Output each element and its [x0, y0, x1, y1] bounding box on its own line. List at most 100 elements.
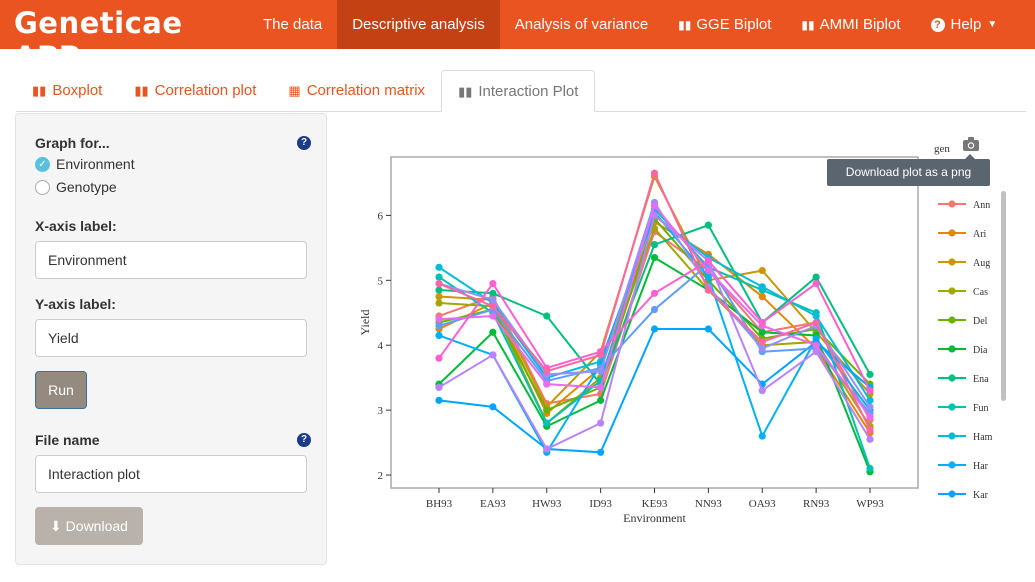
download-tooltip: Download plot as a png	[827, 154, 990, 186]
legend-label: Ari	[973, 229, 987, 240]
data-point	[597, 419, 605, 427]
legend-scrollbar[interactable]	[1001, 191, 1006, 401]
question-circle-icon[interactable]: ?	[297, 433, 311, 447]
data-point	[704, 286, 712, 294]
data-point	[597, 396, 605, 404]
y-axis-input[interactable]: Yield	[35, 319, 307, 357]
data-point	[597, 367, 605, 375]
data-point	[489, 289, 497, 297]
table-icon: ▦	[288, 83, 301, 98]
data-point	[489, 351, 497, 359]
nav-help[interactable]: ? Help ▼	[916, 0, 1013, 49]
data-point	[597, 383, 605, 392]
data-point	[866, 435, 874, 443]
radio-genotype-label: Genotype	[56, 179, 117, 195]
x-axis-title: Environment	[623, 511, 686, 525]
file-name-input[interactable]: Interaction plot	[35, 455, 307, 493]
data-point	[866, 413, 874, 421]
camera-icon[interactable]	[962, 136, 980, 152]
data-point	[704, 273, 712, 281]
legend-label: Har	[973, 461, 989, 472]
radio-environment[interactable]: ✓ Environment	[35, 156, 135, 172]
legend-marker	[948, 316, 956, 324]
radio-genotype[interactable]: Genotype	[35, 179, 117, 195]
radio-environment-label: Environment	[56, 156, 135, 172]
legend-marker	[948, 374, 956, 382]
legend-label: Cas	[973, 287, 988, 298]
legend-label: Dia	[973, 345, 988, 356]
data-point	[812, 279, 820, 288]
y-tick-label: 4	[378, 340, 384, 352]
tab-correlation-plot[interactable]: ▮▮ Correlation plot	[118, 70, 272, 111]
nav-gge-biplot-label: GGE Biplot	[696, 16, 772, 33]
legend-label: Ena	[973, 374, 989, 385]
legend-label: Fun	[973, 403, 989, 414]
data-point	[812, 318, 820, 327]
tab-correlation-matrix-label: Correlation matrix	[306, 82, 426, 99]
tab-interaction-plot[interactable]: ▮▮ Interaction Plot	[441, 70, 596, 112]
question-circle-icon: ?	[930, 17, 945, 32]
y-axis-label: Y-axis label:	[35, 296, 116, 312]
data-point	[758, 292, 766, 301]
legend-label: Ann	[973, 200, 990, 211]
data-point	[489, 279, 497, 288]
data-point	[812, 273, 820, 281]
data-point	[543, 312, 551, 320]
data-point	[866, 387, 874, 395]
data-point	[812, 341, 820, 349]
x-tick-label: BH93	[426, 498, 453, 510]
data-point	[435, 315, 443, 323]
data-point	[435, 292, 443, 301]
bar-chart-icon: ▮▮	[678, 17, 692, 32]
data-point	[758, 432, 766, 440]
tab-correlation-plot-label: Correlation plot	[154, 82, 257, 99]
data-point	[866, 425, 874, 434]
nav-the-data[interactable]: The data	[263, 16, 323, 33]
legend-marker	[948, 461, 956, 469]
data-point	[543, 445, 551, 453]
bar-chart-icon: ▮▮	[32, 83, 47, 98]
data-point	[435, 354, 443, 362]
data-point	[543, 406, 551, 414]
data-point	[489, 302, 497, 310]
data-point	[650, 169, 659, 177]
data-point	[435, 273, 443, 281]
data-point	[812, 312, 820, 320]
tab-correlation-matrix[interactable]: ▦ Correlation matrix	[272, 70, 441, 111]
nav-ammi-biplot[interactable]: ▮▮ AMMI Biplot	[786, 0, 915, 49]
data-point	[489, 403, 497, 411]
nav-analysis-of-variance[interactable]: Analysis of variance	[514, 16, 649, 33]
data-point	[435, 396, 443, 404]
data-point	[650, 253, 659, 262]
y-tick-label: 6	[378, 210, 384, 222]
y-axis-title: Yield	[358, 310, 372, 336]
x-axis-input[interactable]: Environment	[35, 241, 307, 279]
x-tick-label: RN93	[803, 498, 830, 510]
legend-marker	[948, 490, 956, 498]
legend-marker	[948, 287, 956, 295]
data-point	[758, 344, 766, 353]
data-point	[758, 283, 766, 291]
interaction-plot-svg: 2 3 4 5 6 BH93 EA93 HW93 ID93 KE93 NN93 OA93 RN93 WP9…	[358, 143, 1006, 525]
x-tick-label: ID93	[589, 498, 612, 510]
data-point	[597, 448, 605, 456]
download-button[interactable]: ⬇ Download	[35, 507, 143, 545]
data-point	[435, 286, 443, 294]
x-tick-label: NN93	[695, 498, 722, 510]
data-point	[650, 202, 659, 210]
question-circle-icon[interactable]: ?	[297, 136, 311, 150]
tab-boxplot-label: Boxplot	[52, 82, 103, 99]
x-tick-label: KE93	[642, 498, 668, 510]
run-button[interactable]: Run	[35, 371, 87, 409]
data-point	[543, 380, 551, 388]
nav-descriptive-analysis[interactable]: Descriptive analysis	[337, 0, 500, 49]
legend-label: Ham	[973, 432, 993, 443]
legend-marker	[948, 200, 956, 208]
nav-gge-biplot[interactable]: ▮▮ GGE Biplot	[663, 0, 786, 49]
interaction-plot: 2 3 4 5 6 BH93 EA93 HW93 ID93 KE93 NN93 OA93 RN93 WP9…	[338, 128, 1035, 577]
tab-boxplot[interactable]: ▮▮ Boxplot	[16, 70, 118, 111]
data-point	[704, 221, 712, 229]
data-point	[866, 464, 874, 473]
check-icon: ✓	[35, 156, 50, 172]
legend-label: Aug	[973, 258, 990, 269]
